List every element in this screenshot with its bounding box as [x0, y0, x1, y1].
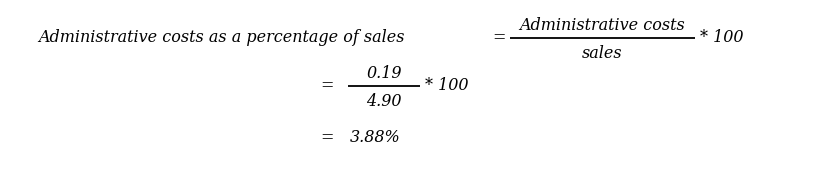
Text: * 100: * 100 — [425, 78, 469, 94]
Text: * 100: * 100 — [700, 30, 743, 46]
Text: sales: sales — [583, 44, 623, 62]
Text: =: = — [320, 78, 334, 94]
Text: 3.88%: 3.88% — [350, 129, 400, 147]
Text: 4.90: 4.90 — [366, 92, 402, 110]
Text: =: = — [320, 129, 334, 147]
Text: 0.19: 0.19 — [366, 65, 402, 81]
Text: =: = — [492, 30, 505, 46]
Text: Administrative costs: Administrative costs — [520, 17, 686, 34]
Text: Administrative costs as a percentage of sales: Administrative costs as a percentage of … — [38, 30, 405, 46]
